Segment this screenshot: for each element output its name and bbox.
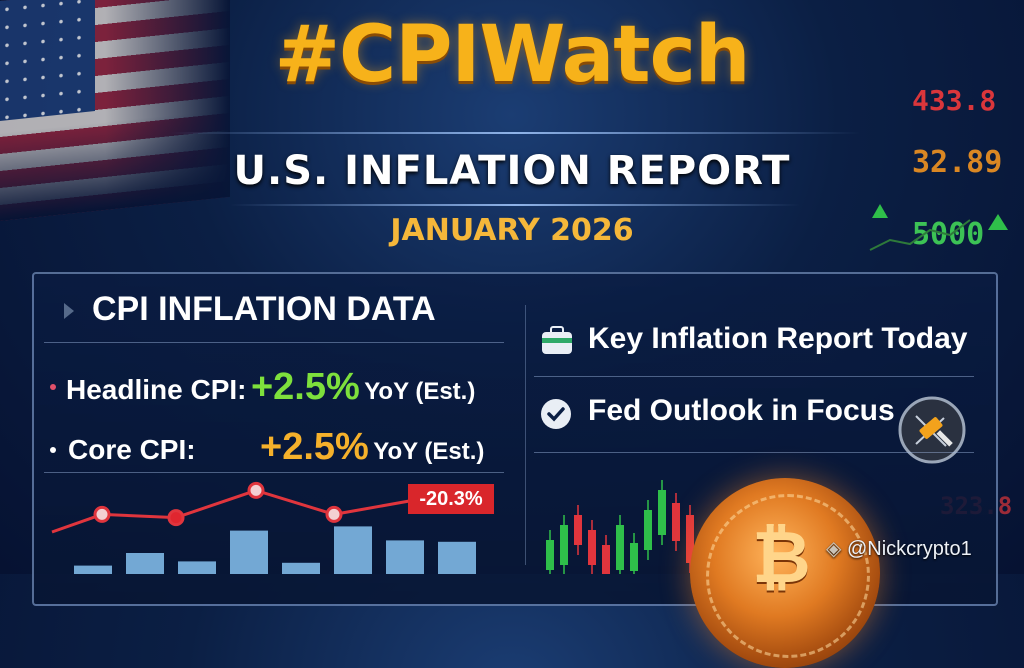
chart-bar <box>74 565 112 574</box>
triangle-icon <box>64 303 74 319</box>
chart-bar <box>230 530 268 574</box>
core-cpi-suffix: YoY (Est.) <box>373 438 485 465</box>
divider <box>525 305 526 565</box>
bullet-icon <box>50 447 56 453</box>
divider <box>230 204 800 206</box>
divider <box>534 452 974 453</box>
watermark-handle: @Nickcrypto1 <box>846 538 972 560</box>
bitcoin-icon: ₿ <box>752 515 811 599</box>
candle-body <box>686 515 694 563</box>
candle-body <box>602 545 610 574</box>
candle-body <box>630 543 638 571</box>
binance-logo-icon: ◈ <box>826 538 842 560</box>
chart-point <box>247 481 265 499</box>
change-badge: -20.3% <box>408 484 494 514</box>
chart-bar <box>178 561 216 574</box>
core-cpi-value: +2.5% <box>260 426 369 468</box>
briefcase-icon <box>542 326 572 354</box>
chart-point <box>93 505 111 523</box>
watermark: ◈ @Nickcrypto1 <box>826 536 972 561</box>
candle-body <box>672 503 680 541</box>
headline-cpi-row: Headline CPI: +2.5% YoY (Est.) <box>66 366 475 409</box>
candle-body <box>644 510 652 550</box>
headline-cpi-suffix: YoY (Est.) <box>364 378 476 405</box>
report-date: JANUARY 2026 <box>390 213 634 248</box>
chart-bar <box>438 541 476 574</box>
bullet-icon <box>50 384 56 390</box>
candle-body <box>616 525 624 570</box>
candle-body <box>560 525 568 565</box>
check-circle-icon <box>541 399 571 429</box>
candle-body <box>546 540 554 570</box>
candle-body <box>574 515 582 545</box>
candle-body <box>658 490 666 535</box>
divider <box>170 132 860 134</box>
gavel-icon <box>898 396 966 464</box>
chart-bar <box>126 553 164 574</box>
core-cpi-row: Core CPI: +2.5% YoY (Est.) <box>68 426 484 469</box>
divider <box>44 472 504 473</box>
candle-body <box>588 530 596 565</box>
chart-bar <box>282 562 320 574</box>
candlestick-chart <box>546 480 722 574</box>
key-report-item: Key Inflation Report Today <box>588 322 968 355</box>
page-title: #CPIWatch <box>274 10 751 100</box>
divider <box>44 342 504 343</box>
chart-line <box>51 488 425 534</box>
chart-point <box>325 505 343 523</box>
headline-cpi-value: +2.5% <box>250 366 360 408</box>
inflation-chart <box>51 481 476 574</box>
report-subtitle: U.S. INFLATION REPORT <box>233 148 791 194</box>
fed-outlook-item: Fed Outlook in Focus <box>588 394 895 427</box>
core-cpi-label: Core CPI: <box>68 434 196 465</box>
divider <box>534 376 974 377</box>
headline-cpi-label: Headline CPI: <box>66 374 247 405</box>
chart-bar <box>386 540 424 574</box>
chart-bar <box>334 526 372 574</box>
chart-point <box>167 509 185 527</box>
section-heading: CPI INFLATION DATA <box>92 290 436 328</box>
